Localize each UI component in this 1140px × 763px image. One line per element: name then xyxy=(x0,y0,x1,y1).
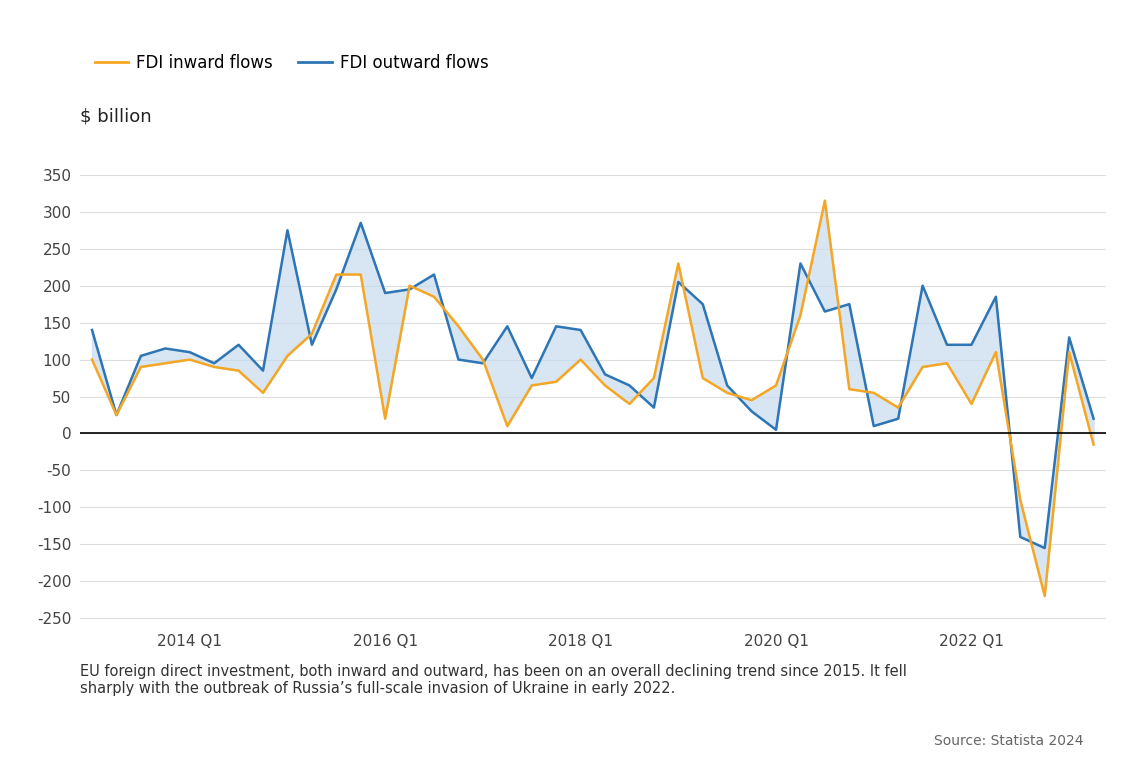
Text: EU foreign direct investment, both inward and outward, has been on an overall de: EU foreign direct investment, both inwar… xyxy=(80,664,906,696)
Text: Source: Statista 2024: Source: Statista 2024 xyxy=(934,734,1083,748)
Legend: FDI inward flows, FDI outward flows: FDI inward flows, FDI outward flows xyxy=(88,47,495,79)
Text: $ billion: $ billion xyxy=(80,108,152,126)
